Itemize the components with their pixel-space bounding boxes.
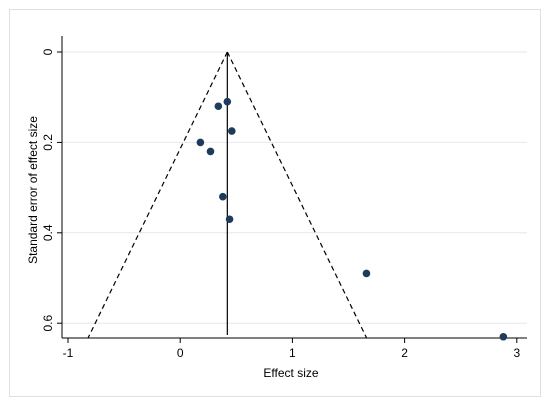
x-tick-label: 1 [289,346,296,360]
data-points [196,97,508,341]
grid [62,51,527,324]
data-point [196,138,205,147]
data-point [362,269,371,278]
x-tick-label: 0 [177,346,184,360]
data-point [206,147,215,156]
y-tick-label: 0.6 [41,315,55,332]
x-axis-title: Effect size [263,366,318,380]
data-point [214,102,223,111]
funnel [87,51,367,338]
data-point [225,215,234,224]
y-tick-label: 0.2 [41,134,55,151]
x-tick-label: -1 [63,346,74,360]
y-axis-title: Standard error of effect size [26,116,40,264]
funnel-line-left [87,51,228,338]
x-tick-label: 3 [513,346,520,360]
x-tick-label: 2 [401,346,408,360]
chart-frame [9,9,541,397]
y-tick-label: 0.4 [41,224,55,241]
y-tick-label: 0 [41,48,55,55]
data-point [228,127,236,135]
data-point [219,192,227,201]
axes: -1 0 1 2 3 0 0.2 0.4 0.6 [41,36,527,360]
funnel-line-right [226,51,367,338]
data-point [223,97,232,106]
data-point [499,332,508,341]
